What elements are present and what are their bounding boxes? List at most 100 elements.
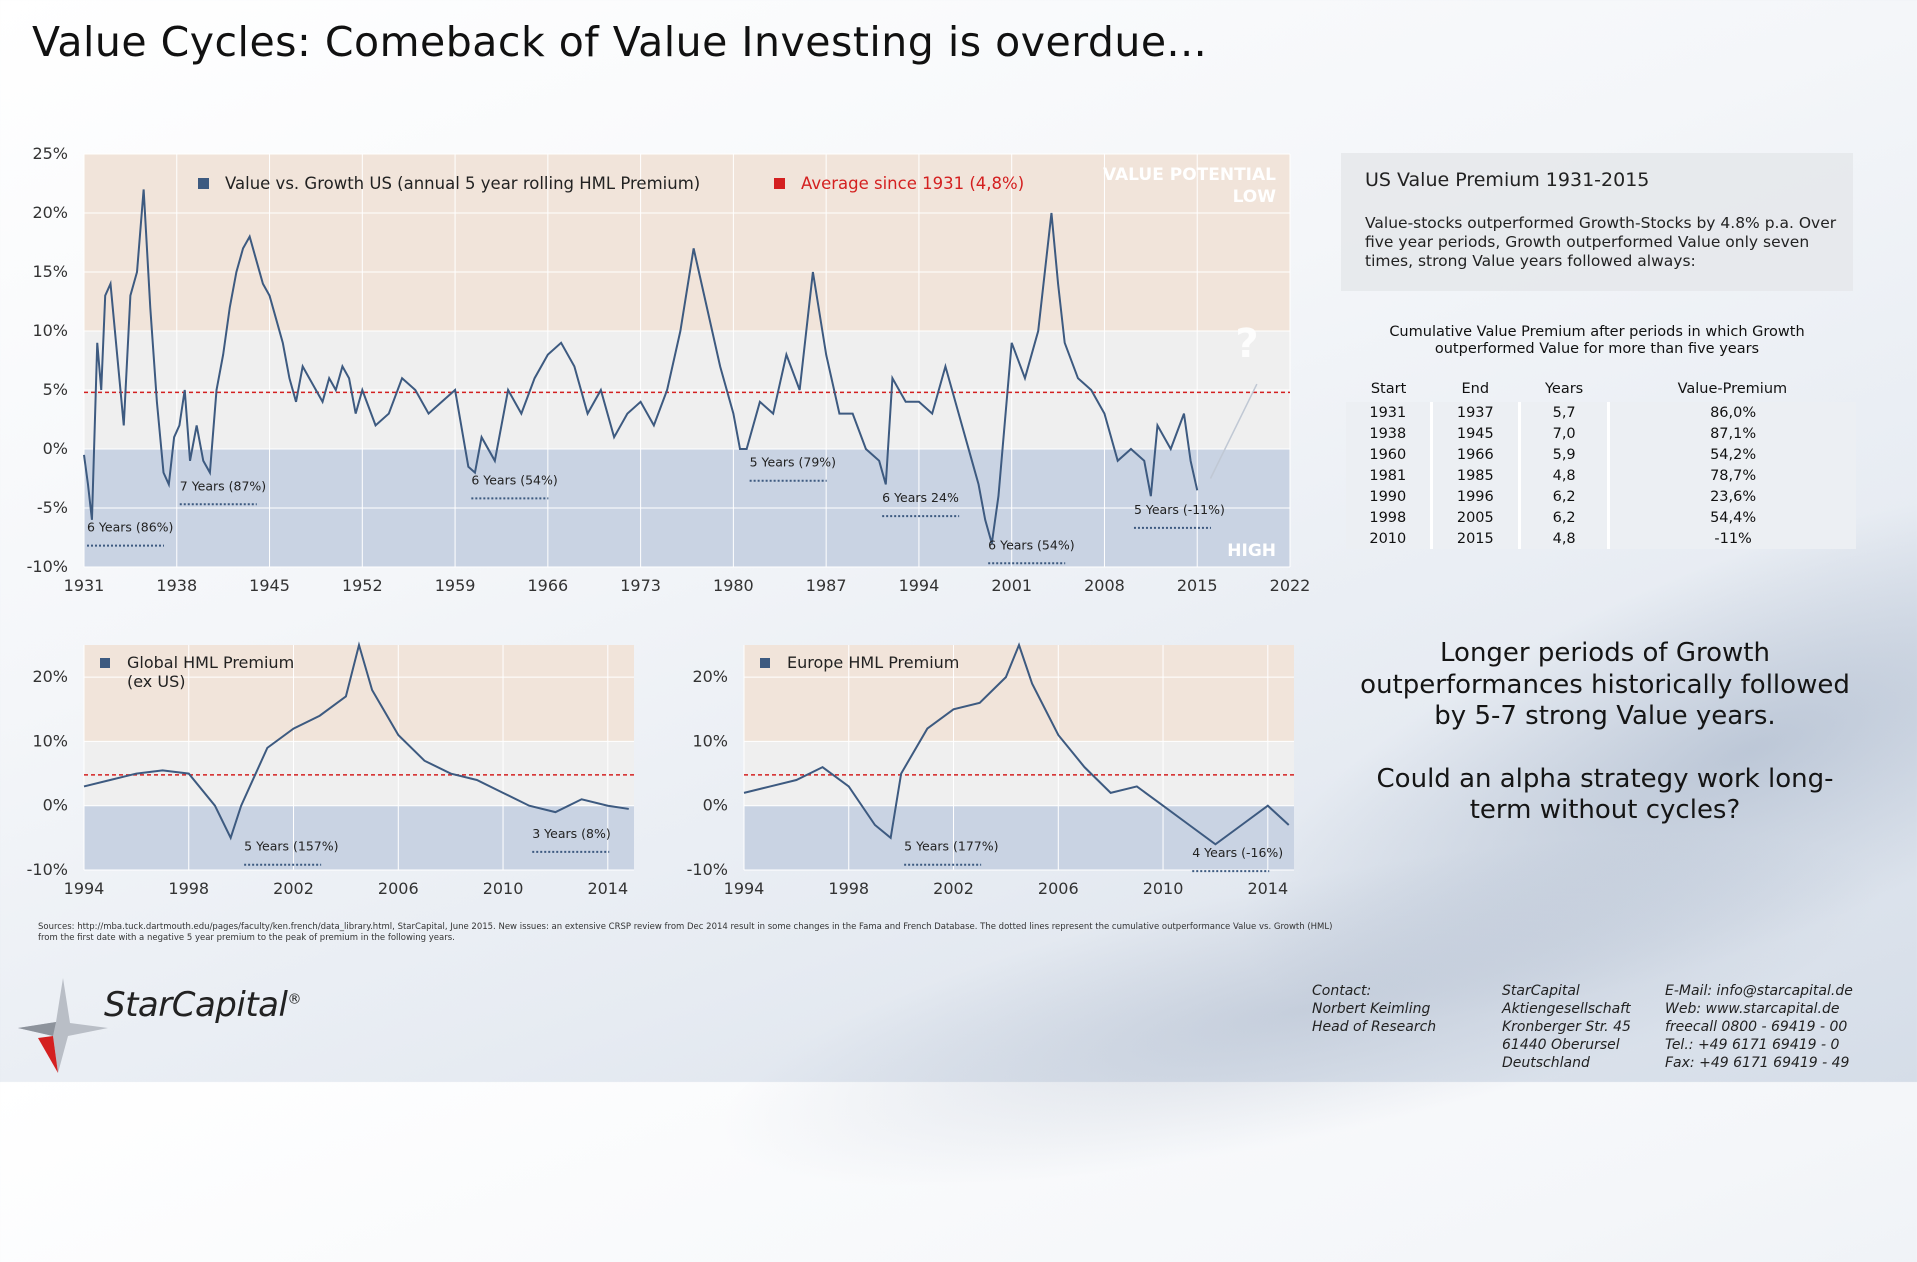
x-tick-label: 1998 bbox=[168, 879, 209, 898]
legend-series-label: Value vs. Growth US (annual 5 year rolli… bbox=[225, 174, 700, 193]
x-tick-label: 2001 bbox=[991, 576, 1032, 595]
contact-line: freecall 0800 - 69419 - 00 bbox=[1665, 1019, 1848, 1035]
y-tick-label: 0% bbox=[703, 796, 728, 815]
band-label-high: HIGH bbox=[1227, 541, 1276, 561]
x-tick-label: 2002 bbox=[933, 879, 974, 898]
table-cell: 1990 bbox=[1346, 486, 1433, 507]
legend-series-label: Europe HML Premium bbox=[787, 653, 959, 672]
y-tick-label: -10% bbox=[687, 860, 728, 879]
band-mid bbox=[744, 741, 1294, 806]
x-tick-label: 1973 bbox=[620, 576, 661, 595]
y-tick-label: 25% bbox=[32, 144, 68, 163]
x-tick-label: 1938 bbox=[156, 576, 197, 595]
table-cell: 54,4% bbox=[1608, 507, 1856, 528]
x-tick-label: 1980 bbox=[713, 576, 754, 595]
x-tick-label: 1959 bbox=[435, 576, 476, 595]
table-cell: 1996 bbox=[1431, 486, 1522, 507]
table-row: 1960 1966 5,9 54,2% bbox=[1346, 444, 1856, 465]
table-row: 1998 2005 6,2 54,4% bbox=[1346, 507, 1856, 528]
contact-line: Aktiengesellschaft bbox=[1502, 1001, 1631, 1017]
contact-line: Web: www.starcapital.de bbox=[1665, 1001, 1840, 1017]
y-tick-label: 10% bbox=[32, 321, 68, 340]
period-annotation: 5 Years (-11%) bbox=[1134, 502, 1225, 517]
x-tick-label: 2010 bbox=[1143, 879, 1184, 898]
period-annotation: 6 Years (54%) bbox=[988, 537, 1074, 552]
period-annotation: 6 Years (54%) bbox=[471, 472, 557, 487]
series-line bbox=[83, 641, 629, 841]
x-tick-label: 2006 bbox=[1038, 879, 1079, 898]
y-tick-label: -10% bbox=[27, 557, 68, 576]
table-cell: -11% bbox=[1608, 528, 1856, 549]
table-title: Cumulative Value Premium after periods i… bbox=[1389, 324, 1805, 357]
band-low bbox=[744, 805, 1294, 870]
y-tick-label: 10% bbox=[32, 731, 68, 750]
page-title: Value Cycles: Comeback of Value Investin… bbox=[32, 18, 1208, 66]
band-high bbox=[84, 154, 1290, 331]
table-row: 1981 1985 4,8 78,7% bbox=[1346, 465, 1856, 486]
y-tick-label: 20% bbox=[32, 203, 68, 222]
table-cell: 2010 bbox=[1346, 528, 1433, 549]
x-tick-label: 2010 bbox=[483, 879, 524, 898]
note-line-2: Could an alpha strategy work long-term w… bbox=[1376, 763, 1834, 826]
info-box bbox=[1341, 153, 1853, 291]
table-cell: 1960 bbox=[1346, 444, 1433, 465]
note-line-1: Longer periods of Growth outperformances… bbox=[1360, 638, 1850, 731]
table-cell: 1981 bbox=[1346, 465, 1433, 486]
registered-mark: ® bbox=[287, 991, 301, 1008]
table-cell: 2005 bbox=[1431, 507, 1522, 528]
contact-line: E-Mail: info@starcapital.de bbox=[1665, 983, 1853, 999]
table-cell: 6,2 bbox=[1519, 486, 1611, 507]
table-cell: 7,0 bbox=[1519, 423, 1611, 444]
contact-line: Norbert Keimling bbox=[1312, 1001, 1431, 1017]
legend-marker-series bbox=[760, 658, 770, 668]
table-cell: 86,0% bbox=[1608, 402, 1856, 423]
table-cell: 1937 bbox=[1431, 402, 1522, 423]
table-cell: 1998 bbox=[1346, 507, 1433, 528]
y-tick-label: 5% bbox=[43, 380, 68, 399]
contact-line: Deutschland bbox=[1502, 1055, 1590, 1071]
band-low bbox=[84, 805, 634, 870]
table-cell: 1966 bbox=[1431, 444, 1522, 465]
band-high bbox=[84, 645, 634, 742]
x-tick-label: 2022 bbox=[1270, 576, 1311, 595]
x-tick-label: 2014 bbox=[587, 879, 628, 898]
period-annotation: 5 Years (79%) bbox=[750, 455, 836, 470]
table-row: 1990 1996 6,2 23,6% bbox=[1346, 486, 1856, 507]
legend-series-label: Global HML Premium bbox=[127, 653, 294, 672]
x-tick-label: 1987 bbox=[806, 576, 847, 595]
x-tick-label: 2006 bbox=[378, 879, 419, 898]
y-tick-label: -10% bbox=[27, 860, 68, 879]
period-annotation: 6 Years 24% bbox=[882, 490, 959, 505]
y-tick-label: 10% bbox=[692, 731, 728, 750]
contact-line: Tel.: +49 6171 69419 - 0 bbox=[1665, 1037, 1840, 1053]
y-tick-label: 0% bbox=[43, 439, 68, 458]
table-row: 2010 2015 4,8 -11% bbox=[1346, 528, 1856, 549]
contact-line: Contact: bbox=[1312, 983, 1372, 999]
band-label-low: LOW bbox=[1233, 187, 1277, 207]
table-cell: 87,1% bbox=[1608, 423, 1856, 444]
conclusion-note: Longer periods of Growth outperformances… bbox=[1360, 638, 1850, 827]
legend-series-label: (ex US) bbox=[127, 672, 185, 691]
y-tick-label: -5% bbox=[37, 498, 68, 517]
x-tick-label: 1994 bbox=[724, 879, 765, 898]
sources-footnote: Sources: http://mba.tuck.dartmouth.edu/p… bbox=[38, 922, 1333, 943]
x-tick-label: 1945 bbox=[249, 576, 290, 595]
value-premium-table: Start End Years Value-Premium 1931 1937 5,7 86… bbox=[1346, 376, 1856, 549]
table-cell: 4,8 bbox=[1519, 528, 1611, 549]
x-tick-label: 2002 bbox=[273, 879, 314, 898]
x-tick-label: 2014 bbox=[1247, 879, 1288, 898]
table-header-3: Value-Premium bbox=[1677, 381, 1788, 397]
period-annotation: 4 Years (-16%) bbox=[1192, 845, 1283, 860]
table-cell: 23,6% bbox=[1608, 486, 1856, 507]
period-annotation: 3 Years (8%) bbox=[532, 826, 610, 841]
table-row: 1931 1937 5,7 86,0% bbox=[1346, 402, 1856, 423]
table-cell: 1985 bbox=[1431, 465, 1522, 486]
period-annotation: 5 Years (157%) bbox=[244, 839, 338, 854]
legend-average-label: Average since 1931 (4,8%) bbox=[801, 174, 1024, 193]
contact-column-1: Contact: Norbert Keimling Head of Research bbox=[1312, 982, 1436, 1036]
contact-line: Head of Research bbox=[1312, 1019, 1437, 1035]
table-cell: 78,7% bbox=[1608, 465, 1856, 486]
main-chart: 1931 1938 1945 1952 1959 1966 1973 1980 1987 1994… bbox=[27, 144, 1311, 595]
period-annotation: 5 Years (177%) bbox=[904, 839, 998, 854]
table-cell: 1945 bbox=[1431, 423, 1522, 444]
